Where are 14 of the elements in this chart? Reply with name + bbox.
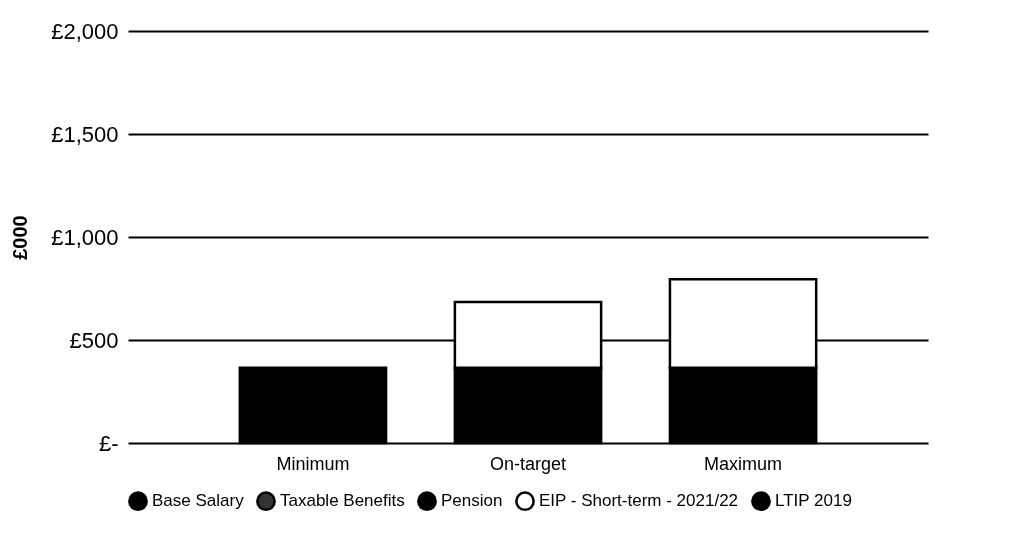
y-tick-label: £500	[69, 327, 119, 353]
legend-label: EIP - Short-term - 2021/22	[539, 491, 739, 511]
y-tick-label: £2,000	[51, 18, 119, 44]
y-axis-title: £000	[9, 215, 32, 260]
legend-label: Base Salary	[152, 491, 245, 511]
x-tick-label: Maximum	[704, 453, 783, 474]
x-tick-label: On-target	[489, 453, 567, 474]
y-tick-label: £1,500	[51, 121, 119, 147]
legend-label: LTIP 2019	[775, 491, 852, 511]
y-tick-label: £1,000	[51, 224, 119, 250]
legend-label: Pension	[441, 491, 503, 511]
legend-label: Taxable Benefits	[280, 491, 405, 511]
y-tick-label: £-	[98, 430, 119, 456]
x-tick-label: Minimum	[276, 453, 350, 474]
